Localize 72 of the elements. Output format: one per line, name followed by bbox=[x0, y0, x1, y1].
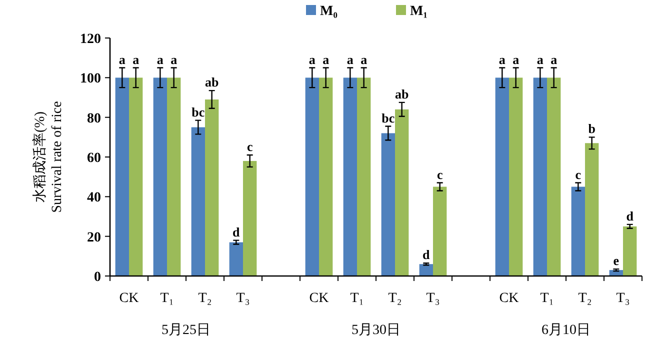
data-label: a bbox=[346, 52, 354, 67]
bar bbox=[419, 264, 433, 276]
x-tick-label: T₂ bbox=[198, 291, 212, 306]
data-label: a bbox=[308, 52, 316, 67]
data-label: a bbox=[536, 52, 544, 67]
x-tick-label: T₁ bbox=[350, 291, 364, 306]
bar bbox=[495, 78, 509, 276]
data-label: c bbox=[436, 166, 443, 182]
text: 5月25日 bbox=[162, 323, 210, 338]
data-label: d bbox=[626, 208, 634, 224]
bar bbox=[381, 133, 395, 276]
bar bbox=[229, 242, 243, 276]
x-tick-label: CK bbox=[309, 291, 329, 306]
y-tick-label: 60 bbox=[87, 151, 101, 166]
bar bbox=[433, 186, 447, 276]
x-tick-label: T₃ bbox=[616, 291, 630, 306]
legend-label: M₀ bbox=[320, 4, 338, 19]
x-tick-label: T₂ bbox=[388, 291, 402, 306]
data-label: a bbox=[322, 52, 330, 67]
data-label: a bbox=[550, 52, 558, 67]
data-label: e bbox=[613, 253, 620, 268]
y-tick-label: 20 bbox=[87, 230, 101, 246]
data-label: bc bbox=[382, 110, 395, 126]
y-tick-label: 80 bbox=[87, 111, 101, 126]
bar bbox=[343, 78, 357, 276]
bar bbox=[305, 78, 319, 276]
y-tick-label: 120 bbox=[80, 32, 101, 47]
x-tick-label: CK bbox=[499, 291, 519, 306]
text: 5月30日 bbox=[352, 323, 400, 338]
data-label: d bbox=[422, 247, 431, 262]
data-label: a bbox=[132, 52, 140, 67]
bar bbox=[191, 127, 205, 276]
data-label: b bbox=[588, 121, 596, 136]
data-label: a bbox=[118, 52, 126, 67]
bar bbox=[243, 160, 257, 276]
bar bbox=[585, 143, 599, 276]
x-tick-label: T₃ bbox=[236, 291, 250, 306]
bar bbox=[509, 78, 523, 276]
data-label: c bbox=[575, 166, 582, 182]
data-label: d bbox=[232, 224, 241, 240]
x-tick-label: CK bbox=[119, 291, 139, 306]
data-label: a bbox=[170, 52, 178, 67]
bar bbox=[623, 226, 637, 276]
data-label: bc bbox=[192, 104, 205, 120]
x-tick-label: T₂ bbox=[578, 291, 592, 306]
data-label: a bbox=[156, 52, 164, 67]
bar bbox=[357, 78, 371, 276]
y-axis-title: 水稻成活率(%) Survival rate of rice bbox=[32, 101, 65, 213]
bar bbox=[115, 78, 129, 276]
data-label: ab bbox=[204, 74, 219, 90]
data-label: a bbox=[512, 52, 520, 67]
bar bbox=[319, 78, 333, 276]
bar bbox=[547, 78, 561, 276]
y-tick-label: 0 bbox=[94, 270, 101, 285]
bar bbox=[533, 78, 547, 276]
bar bbox=[129, 78, 143, 276]
bar bbox=[153, 78, 167, 276]
y-tick-label: 40 bbox=[87, 190, 101, 206]
bar bbox=[167, 78, 181, 276]
data-label: c bbox=[246, 139, 253, 154]
x-tick-label: T₁ bbox=[160, 291, 174, 306]
bar bbox=[395, 109, 409, 276]
bar bbox=[571, 186, 585, 276]
text: 6月10日 bbox=[542, 323, 590, 338]
data-label: a bbox=[360, 52, 368, 67]
data-label: a bbox=[498, 52, 506, 67]
bar bbox=[205, 99, 219, 276]
x-tick-label: T₁ bbox=[540, 291, 554, 306]
data-label: ab bbox=[394, 86, 409, 102]
y-tick-label: 100 bbox=[80, 72, 101, 87]
x-tick-label: T₃ bbox=[426, 291, 440, 306]
legend-label: M₁ bbox=[410, 4, 428, 19]
